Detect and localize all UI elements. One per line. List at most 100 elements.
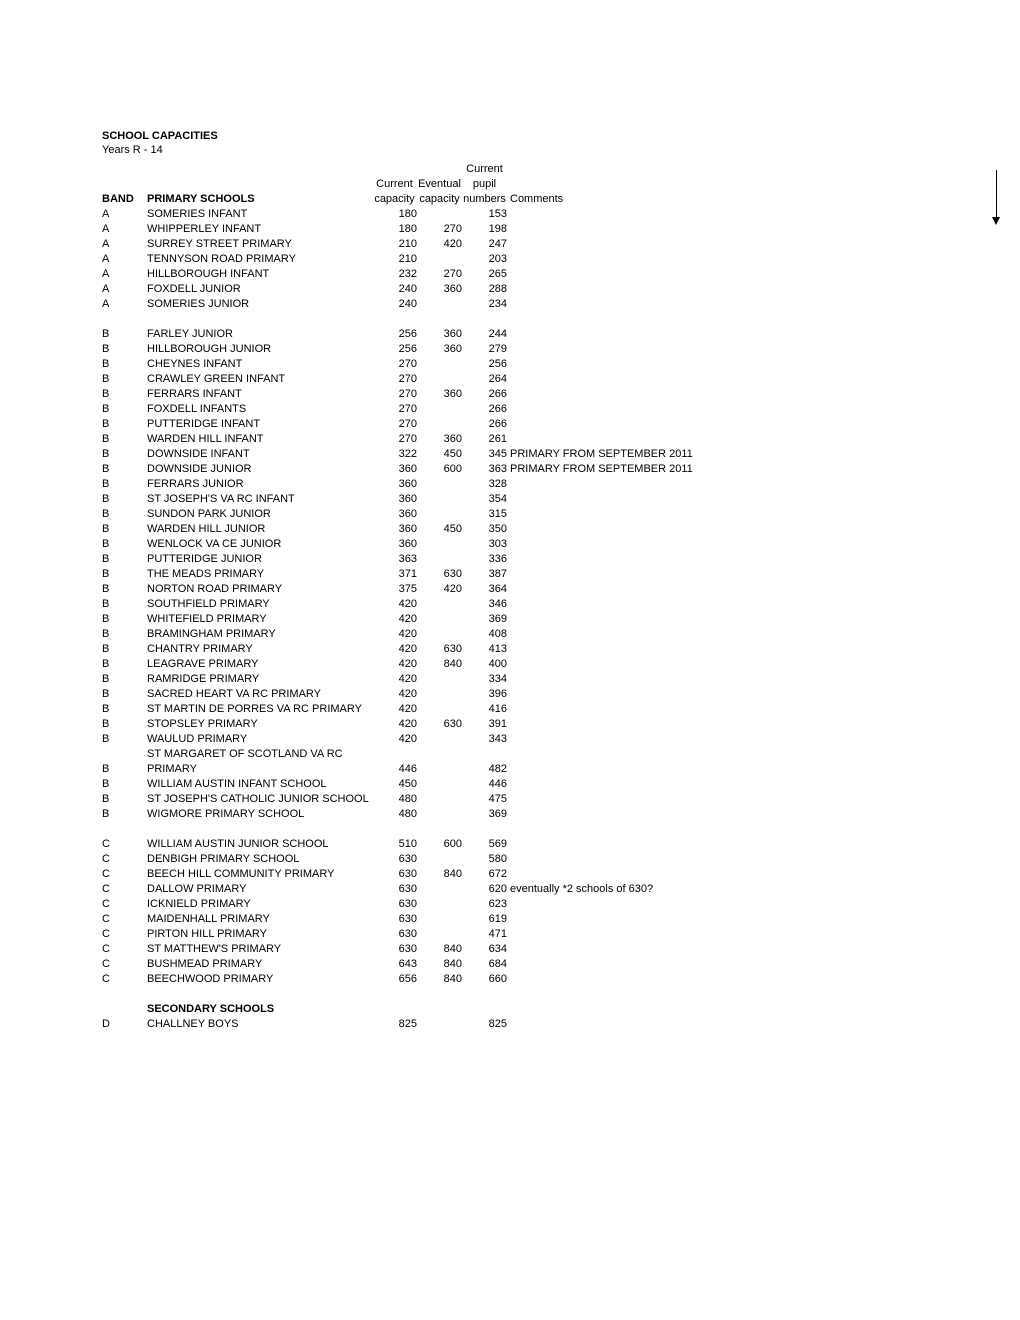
cell-comments: [507, 252, 710, 267]
cell-eventual-capacity: [417, 297, 462, 312]
cell-eventual-capacity: [417, 252, 462, 267]
cell-pupil-numbers: 619: [462, 912, 507, 927]
cell-school-name: ST JOSEPH'S VA RC INFANT: [147, 492, 372, 507]
cell-eventual-capacity: [417, 777, 462, 792]
cell-pupil-numbers: 400: [462, 657, 507, 672]
cell-band: A: [102, 222, 147, 237]
cell-band: C: [102, 972, 147, 987]
cell-eventual-capacity: 270: [417, 267, 462, 282]
cell-eventual-capacity: [417, 927, 462, 942]
cell-comments: [507, 972, 710, 987]
table-row: CDALLOW PRIMARY630620eventually *2 schoo…: [102, 882, 710, 897]
cell-band: B: [102, 402, 147, 417]
cell-comments: [507, 957, 710, 972]
cell-band: C: [102, 957, 147, 972]
cell-eventual-capacity: [417, 747, 462, 777]
cell-pupil-numbers: 825: [462, 1017, 507, 1032]
cell-band: A: [102, 252, 147, 267]
cell-comments: [507, 552, 710, 567]
cell-school-name: MAIDENHALL PRIMARY: [147, 912, 372, 927]
cell-band: C: [102, 882, 147, 897]
cell-pupil-numbers: 334: [462, 672, 507, 687]
cell-pupil-numbers: 391: [462, 717, 507, 732]
cell-pupil-numbers: 234: [462, 297, 507, 312]
cell-band: B: [102, 447, 147, 462]
table-row: CBEECH HILL COMMUNITY PRIMARY630840672: [102, 867, 710, 882]
cell-eventual-capacity: 270: [417, 222, 462, 237]
cell-band: B: [102, 807, 147, 822]
cell-school-name: FERRARS JUNIOR: [147, 477, 372, 492]
cell-current-capacity: 420: [372, 597, 417, 612]
header-primary-schools: PRIMARY SCHOOLS: [147, 192, 372, 207]
cell-comments: [507, 267, 710, 282]
table-row: AHILLBOROUGH INFANT232270265: [102, 267, 710, 282]
cell-pupil-numbers: 203: [462, 252, 507, 267]
cell-pupil-numbers: 315: [462, 507, 507, 522]
cell-band: B: [102, 432, 147, 447]
cell-comments: [507, 537, 710, 552]
cell-comments: [507, 867, 710, 882]
cell-pupil-numbers: 346: [462, 597, 507, 612]
table-row: BHILLBOROUGH JUNIOR256360279: [102, 342, 710, 357]
table-row: ASOMERIES JUNIOR240234: [102, 297, 710, 312]
cell-comments: [507, 297, 710, 312]
cell-pupil-numbers: 153: [462, 207, 507, 222]
cell-band: B: [102, 687, 147, 702]
cell-school-name: HILLBOROUGH JUNIOR: [147, 342, 372, 357]
cell-school-name: PIRTON HILL PRIMARY: [147, 927, 372, 942]
cell-comments: [507, 432, 710, 447]
cell-current-capacity: 630: [372, 927, 417, 942]
cell-band: C: [102, 927, 147, 942]
table-row: CWILLIAM AUSTIN JUNIOR SCHOOL510600569: [102, 837, 710, 852]
cell-pupil-numbers: 261: [462, 432, 507, 447]
cell-school-name: NORTON ROAD PRIMARY: [147, 582, 372, 597]
cell-comments: [507, 1017, 710, 1032]
cell-school-name: CHALLNEY BOYS: [147, 1017, 372, 1032]
table-row: BWHITEFIELD PRIMARY420369: [102, 612, 710, 627]
cell-band: B: [102, 567, 147, 582]
cell-school-name: DOWNSIDE JUNIOR: [147, 462, 372, 477]
table-row: BDOWNSIDE JUNIOR360600363PRIMARY FROM SE…: [102, 462, 710, 477]
cell-comments: [507, 702, 710, 717]
cell-current-capacity: 270: [372, 357, 417, 372]
cell-comments: [507, 582, 710, 597]
cell-pupil-numbers: 336: [462, 552, 507, 567]
cell-comments: [507, 327, 710, 342]
cell-comments: [507, 747, 710, 777]
cell-eventual-capacity: 360: [417, 387, 462, 402]
cell-comments: [507, 612, 710, 627]
cell-school-name: SOUTHFIELD PRIMARY: [147, 597, 372, 612]
cell-pupil-numbers: 244: [462, 327, 507, 342]
cell-comments: [507, 207, 710, 222]
cell-comments: [507, 237, 710, 252]
cell-eventual-capacity: [417, 402, 462, 417]
table-row: CMAIDENHALL PRIMARY630619: [102, 912, 710, 927]
cell-pupil-numbers: 350: [462, 522, 507, 537]
cell-comments: [507, 222, 710, 237]
table-row: BCHEYNES INFANT270256: [102, 357, 710, 372]
table-row: AWHIPPERLEY INFANT180270198: [102, 222, 710, 237]
cell-band: B: [102, 387, 147, 402]
cell-band: B: [102, 477, 147, 492]
down-arrow-icon: [994, 170, 1000, 225]
cell-pupil-numbers: 620: [462, 882, 507, 897]
cell-school-name: PUTTERIDGE INFANT: [147, 417, 372, 432]
cell-eventual-capacity: [417, 372, 462, 387]
cell-eventual-capacity: [417, 897, 462, 912]
cell-band: B: [102, 792, 147, 807]
cell-band: A: [102, 282, 147, 297]
cell-school-name: WAULUD PRIMARY: [147, 732, 372, 747]
cell-current-capacity: 420: [372, 642, 417, 657]
table-header-row: BAND PRIMARY SCHOOLS capacity capacity n…: [102, 192, 710, 207]
cell-pupil-numbers: 672: [462, 867, 507, 882]
cell-eventual-capacity: 630: [417, 642, 462, 657]
cell-current-capacity: 420: [372, 732, 417, 747]
document-page: SCHOOL CAPACITIES Years R - 14 Current C…: [0, 0, 1020, 1032]
cell-comments: [507, 687, 710, 702]
cell-pupil-numbers: 266: [462, 417, 507, 432]
cell-band: B: [102, 372, 147, 387]
cell-comments: [507, 477, 710, 492]
cell-current-capacity: 420: [372, 612, 417, 627]
table-row: BSUNDON PARK JUNIOR360315: [102, 507, 710, 522]
cell-band: A: [102, 237, 147, 252]
